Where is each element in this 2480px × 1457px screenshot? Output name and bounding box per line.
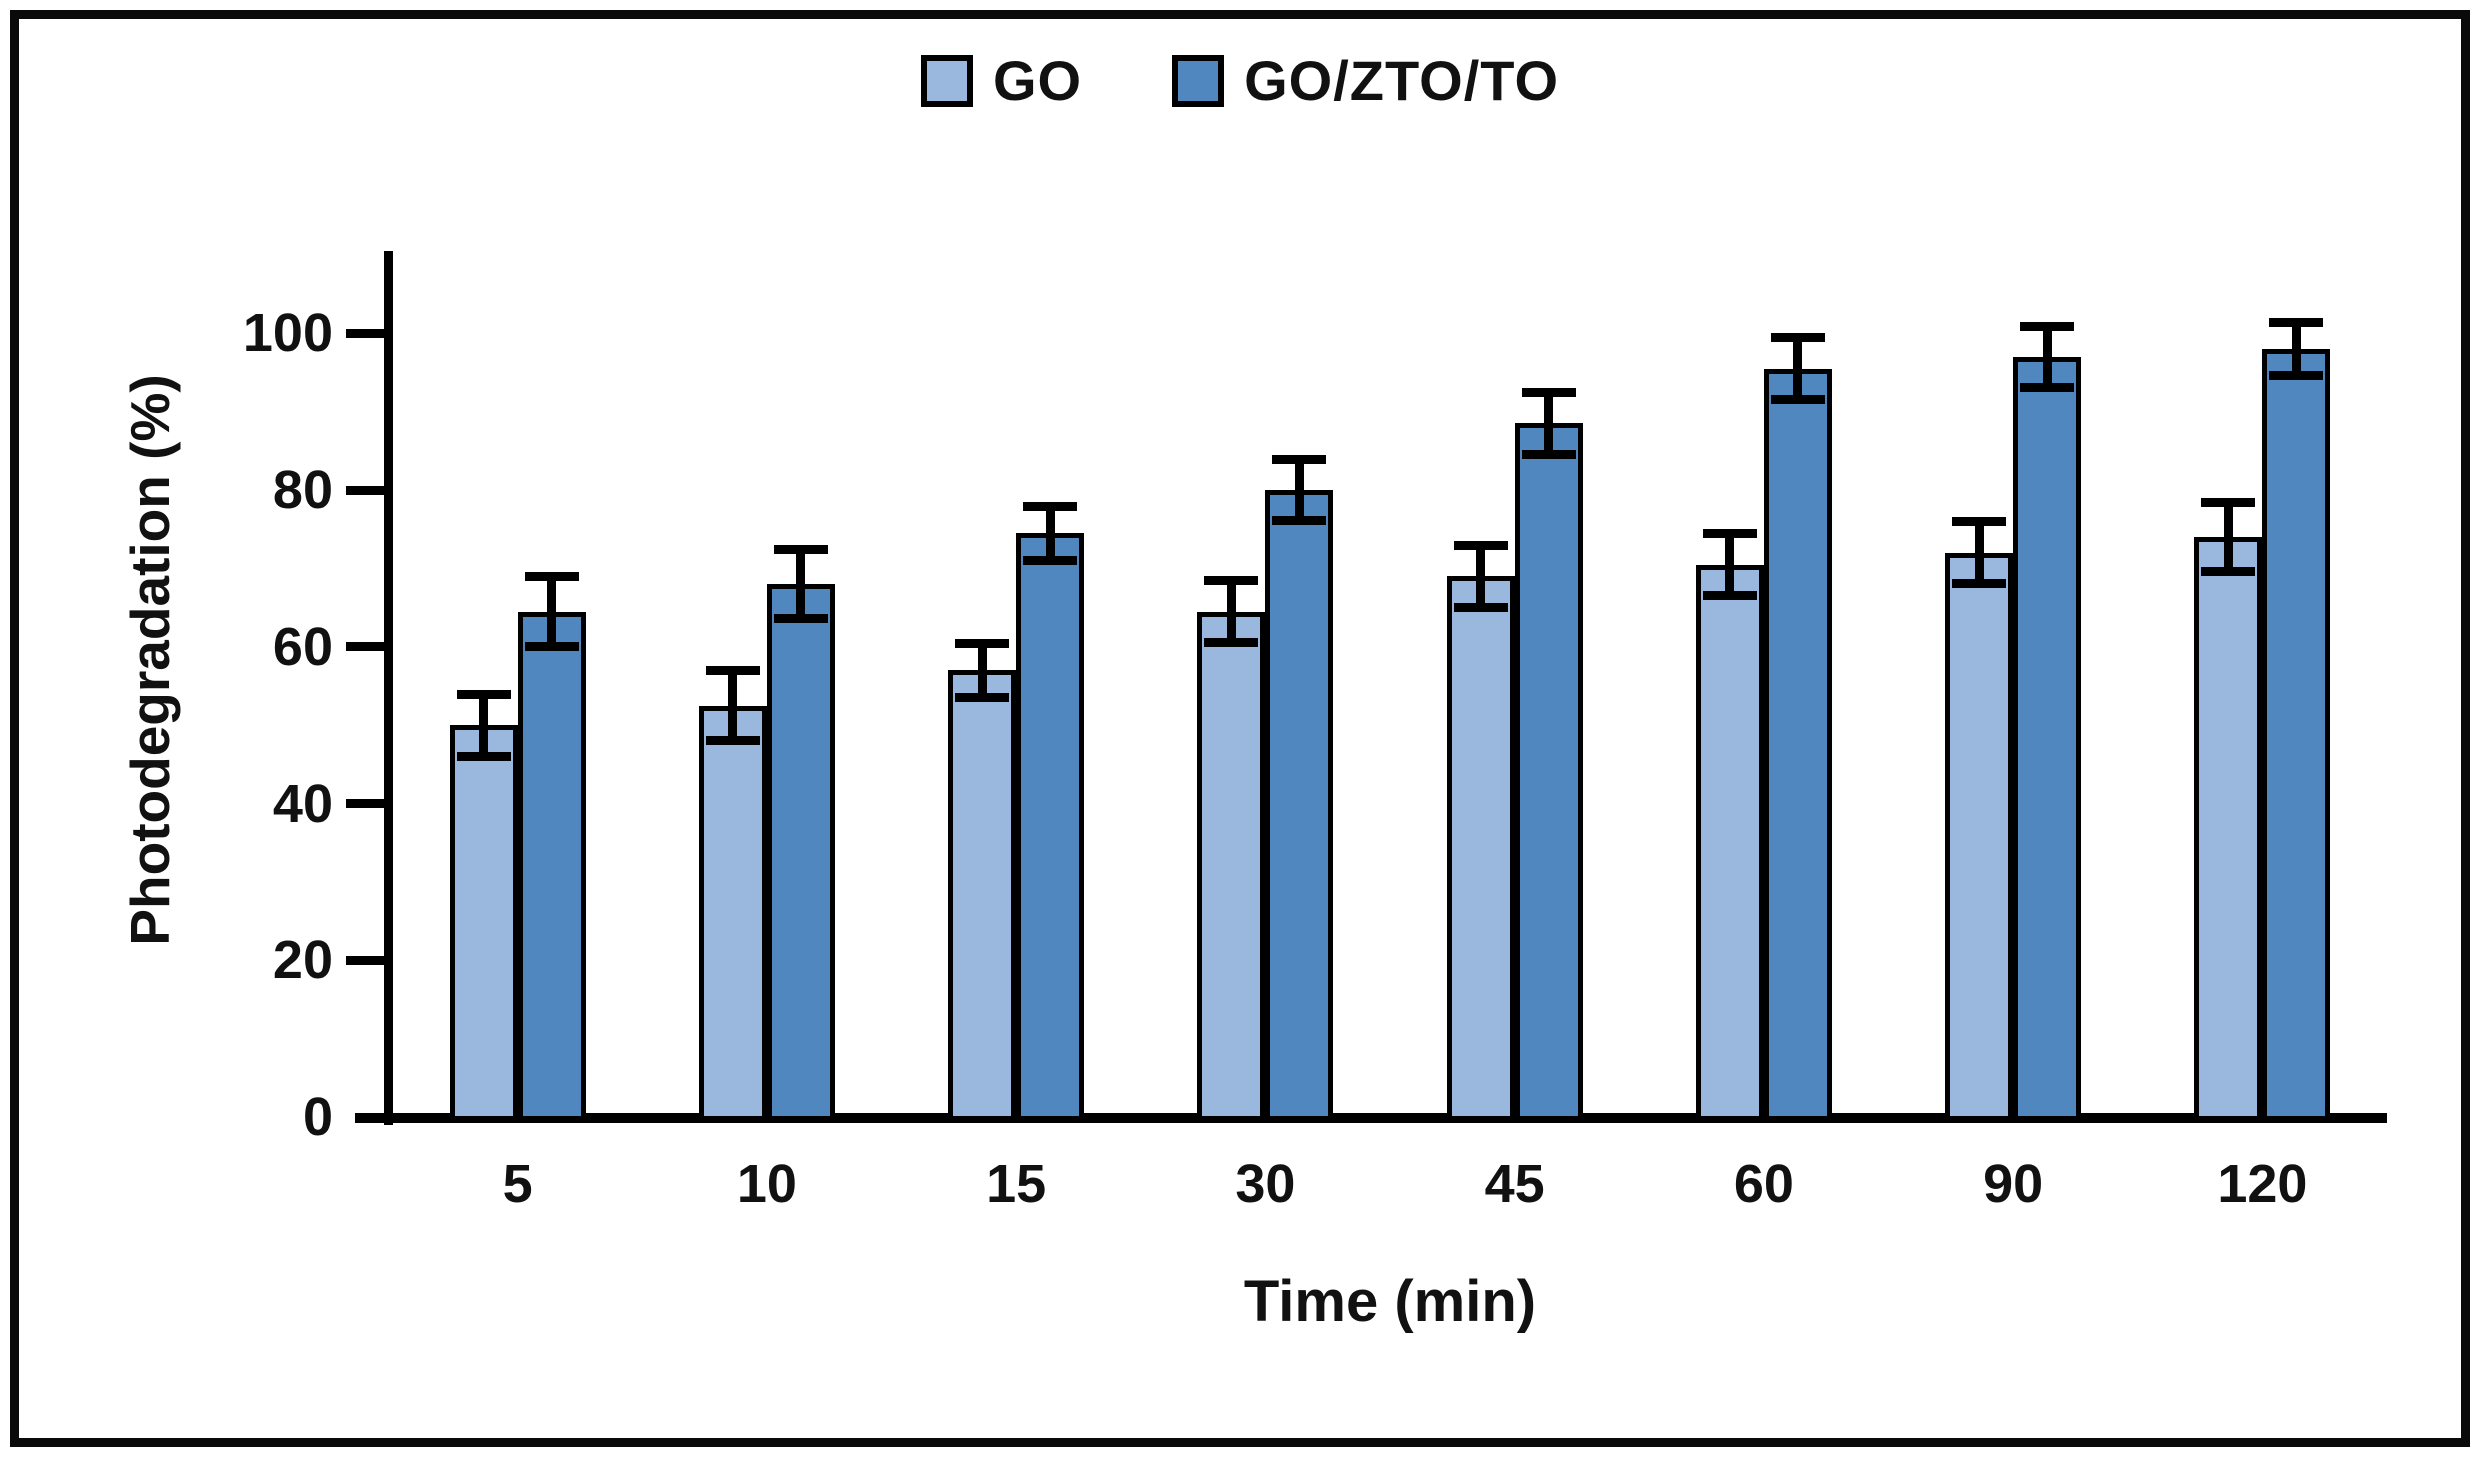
error-bar-go-45min-cap-top <box>1453 540 1508 550</box>
error-bar-go-zto-to-30min-line <box>1294 458 1304 522</box>
y-axis-line <box>384 251 393 1125</box>
legend-item-go-zto-to: GO/ZTO/TO <box>1172 48 1559 113</box>
bar-go-zto-to-60min <box>1763 368 1832 1121</box>
error-bar-go-zto-to-60min-line <box>1793 337 1803 400</box>
error-bar-go-15min-cap-top <box>955 638 1010 648</box>
error-bar-go-zto-to-120min-cap-top <box>2269 317 2324 327</box>
error-bar-go-60min-line <box>1725 533 1735 596</box>
error-bar-go-zto-to-15min-cap-top <box>1023 501 1078 511</box>
error-bar-go-15min-cap-bottom <box>955 692 1010 702</box>
error-bar-go-120min-cap-top <box>2201 497 2256 507</box>
error-bar-go-10min-line <box>728 670 738 741</box>
y-tick-40 <box>346 799 384 809</box>
error-bar-go-90min-cap-bottom <box>1952 579 2007 589</box>
x-category-label-10: 10 <box>736 1154 797 1214</box>
error-bar-go-5min-line <box>479 693 489 757</box>
x-category-label-15: 15 <box>986 1154 1047 1214</box>
bar-go-zto-to-30min <box>1265 490 1334 1121</box>
chart-legend: GO GO/ZTO/TO <box>0 48 2480 113</box>
error-bar-go-zto-to-5min-cap-bottom <box>524 641 579 651</box>
bar-go-zto-to-10min <box>766 584 835 1121</box>
error-bar-go-zto-to-10min-line <box>796 548 806 620</box>
error-bar-go-zto-to-90min-cap-bottom <box>2020 383 2075 393</box>
error-bar-go-45min-line <box>1476 544 1486 608</box>
bar-go-45min <box>1446 576 1515 1121</box>
error-bar-go-zto-to-15min-line <box>1045 505 1055 561</box>
bar-go-10min <box>698 705 767 1121</box>
x-axis-title: Time (min) <box>1243 1269 1537 1334</box>
y-tick-label-60: 60 <box>272 616 333 677</box>
plot-area: 0 20 40 60 80 100 5 10 15 30 45 60 90 120 <box>243 251 2387 1211</box>
bar-go-120min <box>2194 537 2263 1121</box>
error-bar-go-60min-cap-bottom <box>1702 590 1757 600</box>
y-tick-80 <box>346 485 384 495</box>
error-bar-go-15min-line <box>977 642 987 698</box>
bar-go-60min <box>1695 564 1764 1121</box>
legend-label-go-zto-to: GO/ZTO/TO <box>1244 49 1560 112</box>
error-bar-go-90min-line <box>1974 521 1984 585</box>
error-bar-go-zto-to-30min-cap-top <box>1272 454 1327 464</box>
error-bar-go-30min-line <box>1226 580 1236 643</box>
error-bar-go-zto-to-15min-cap-bottom <box>1023 555 1078 565</box>
y-tick-label-80: 80 <box>272 460 333 521</box>
bar-go-zto-to-45min <box>1514 423 1583 1121</box>
error-bar-go-zto-to-60min-cap-bottom <box>1770 394 1825 404</box>
y-tick-label-100: 100 <box>242 303 333 364</box>
x-category-label-30: 30 <box>1235 1154 1296 1214</box>
error-bar-go-30min-cap-top <box>1204 576 1259 586</box>
error-bar-go-zto-to-120min-line <box>2291 321 2301 377</box>
error-bar-go-120min-line <box>2223 501 2233 573</box>
x-category-label-120: 120 <box>2217 1154 2308 1214</box>
bar-go-15min <box>948 670 1017 1121</box>
y-tick-label-0: 0 <box>302 1087 333 1147</box>
error-bar-go-zto-to-10min-cap-bottom <box>773 614 828 624</box>
y-tick-label-40: 40 <box>272 773 333 834</box>
error-bar-go-zto-to-10min-cap-top <box>773 544 828 554</box>
bar-go-zto-to-15min <box>1016 533 1085 1121</box>
error-bar-go-45min-cap-bottom <box>1453 602 1508 612</box>
error-bar-go-zto-to-90min-line <box>2042 325 2052 389</box>
y-tick-label-20: 20 <box>272 930 333 991</box>
y-tick-60 <box>346 642 384 652</box>
error-bar-go-5min-cap-bottom <box>456 751 511 761</box>
y-tick-20 <box>346 955 384 965</box>
error-bar-go-zto-to-90min-cap-top <box>2020 321 2075 331</box>
error-bar-go-5min-cap-top <box>456 689 511 699</box>
error-bar-go-zto-to-45min-line <box>1544 392 1554 455</box>
error-bar-go-90min-cap-top <box>1952 517 2007 527</box>
error-bar-go-10min-cap-bottom <box>705 735 760 745</box>
x-axis-line <box>355 1113 2387 1123</box>
error-bar-go-60min-cap-top <box>1702 529 1757 539</box>
bar-go-zto-to-5min <box>517 611 586 1121</box>
legend-swatch-go <box>920 54 973 107</box>
x-category-label-60: 60 <box>1733 1154 1794 1214</box>
error-bar-go-zto-to-45min-cap-top <box>1521 388 1576 398</box>
legend-item-go: GO <box>920 48 1083 113</box>
y-tick-100 <box>346 328 384 338</box>
error-bar-go-30min-cap-bottom <box>1204 637 1259 647</box>
error-bar-go-zto-to-5min-line <box>547 576 557 647</box>
x-category-label-90: 90 <box>1983 1154 2044 1214</box>
error-bar-go-zto-to-120min-cap-bottom <box>2269 371 2324 381</box>
bar-go-zto-to-120min <box>2262 349 2331 1121</box>
legend-label-go: GO <box>992 49 1083 112</box>
error-bar-go-zto-to-5min-cap-top <box>524 572 579 582</box>
bar-go-30min <box>1197 611 1266 1121</box>
error-bar-go-10min-cap-top <box>705 666 760 676</box>
x-category-label-5: 5 <box>502 1154 533 1214</box>
error-bar-go-120min-cap-bottom <box>2201 567 2256 577</box>
x-category-label-45: 45 <box>1484 1154 1545 1214</box>
bar-go-90min <box>1945 552 2014 1121</box>
bar-go-zto-to-90min <box>2013 356 2082 1121</box>
error-bar-go-zto-to-45min-cap-bottom <box>1521 449 1576 459</box>
error-bar-go-zto-to-60min-cap-top <box>1770 333 1825 343</box>
bar-go-5min <box>449 725 518 1121</box>
error-bar-go-zto-to-30min-cap-bottom <box>1272 516 1327 526</box>
legend-swatch-go-zto-to <box>1172 54 1225 107</box>
